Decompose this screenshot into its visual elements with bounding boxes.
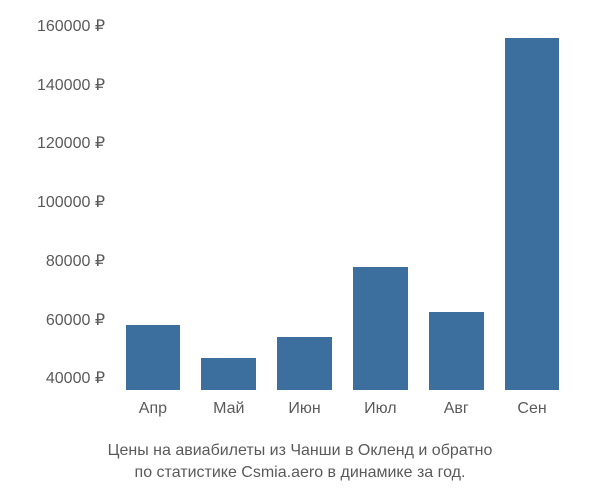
x-tick-label: Апр bbox=[115, 400, 191, 418]
y-tick-label: 80000 ₽ bbox=[46, 251, 105, 271]
y-tick-label: 60000 ₽ bbox=[46, 310, 105, 330]
x-axis-labels: АпрМайИюнИюлАвгСен bbox=[115, 400, 570, 418]
x-tick-label: Авг bbox=[418, 400, 494, 418]
chart-container: 40000 ₽ 60000 ₽ 80000 ₽ 100000 ₽ 120000 ₽ 140… bbox=[0, 0, 600, 500]
bar-column bbox=[267, 20, 343, 390]
x-tick-label: Июн bbox=[267, 400, 343, 418]
x-tick-label: Июл bbox=[342, 400, 418, 418]
caption-line-2: по статистике Csmia.aero в динамике за г… bbox=[135, 464, 466, 481]
caption-line-1: Цены на авиабилеты из Чанши в Окленд и о… bbox=[108, 442, 493, 459]
y-axis: 40000 ₽ 60000 ₽ 80000 ₽ 100000 ₽ 120000 ₽ 140… bbox=[20, 20, 110, 390]
y-tick-label: 40000 ₽ bbox=[46, 368, 105, 388]
bar bbox=[277, 337, 332, 390]
y-tick-label: 140000 ₽ bbox=[37, 75, 105, 95]
bar-column bbox=[418, 20, 494, 390]
bar-column bbox=[342, 20, 418, 390]
y-tick-label: 160000 ₽ bbox=[37, 16, 105, 36]
bar-column bbox=[115, 20, 191, 390]
y-tick-label: 100000 ₽ bbox=[37, 192, 105, 212]
bar bbox=[126, 325, 181, 390]
bar bbox=[353, 267, 408, 390]
bars-area bbox=[115, 20, 570, 390]
bar bbox=[429, 312, 484, 390]
plot-area: 40000 ₽60000 ₽80000 ₽100000 ₽120000 ₽140… bbox=[115, 20, 570, 390]
y-tick-label: 120000 ₽ bbox=[37, 133, 105, 153]
bar bbox=[201, 358, 256, 390]
x-tick-label: Сен bbox=[494, 400, 570, 418]
bar-column bbox=[191, 20, 267, 390]
chart-caption: Цены на авиабилеты из Чанши в Окленд и о… bbox=[20, 440, 580, 483]
bar bbox=[505, 38, 560, 390]
bar-column bbox=[494, 20, 570, 390]
x-tick-label: Май bbox=[191, 400, 267, 418]
